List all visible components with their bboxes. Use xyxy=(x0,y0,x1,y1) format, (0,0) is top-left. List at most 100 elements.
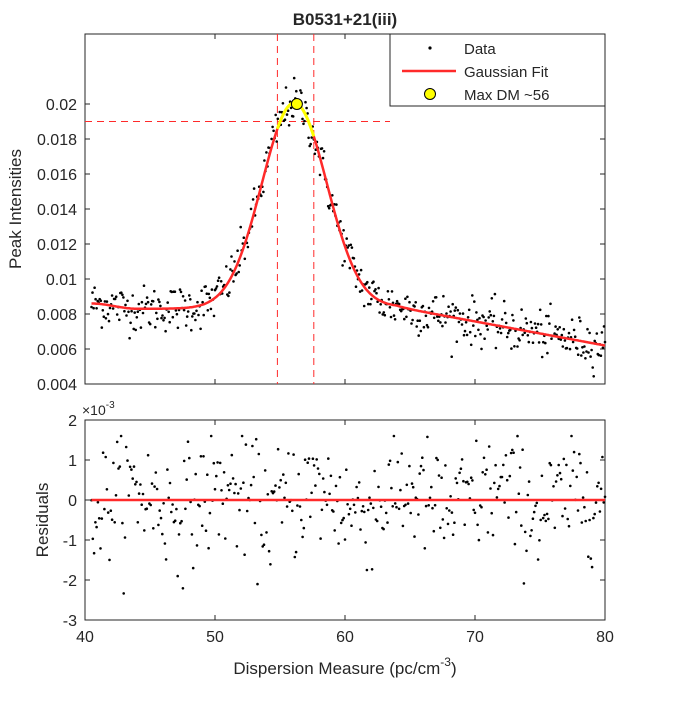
bottom-x-tick-label: 80 xyxy=(596,629,614,646)
data-point xyxy=(225,265,228,268)
data-point xyxy=(210,288,214,291)
residual-point xyxy=(95,525,98,529)
data-point xyxy=(299,89,302,92)
residual-point xyxy=(316,467,320,470)
top-y-axis-label: Peak Intensities xyxy=(6,149,25,269)
top-y-tick-label: 0.016 xyxy=(37,167,77,184)
data-point xyxy=(518,339,521,342)
data-point xyxy=(381,313,385,316)
residual-point xyxy=(561,514,564,518)
data-point xyxy=(490,297,494,300)
data-point xyxy=(498,327,502,330)
residual-point xyxy=(110,518,114,521)
data-point xyxy=(302,122,305,126)
residual-point xyxy=(285,505,289,508)
data-point xyxy=(160,316,163,320)
top-y-ticks: 0.004 0.006 0.008 0.01 0.012 0.014 0.016 0.018 0… xyxy=(37,97,605,394)
data-point xyxy=(369,302,372,306)
residual-point xyxy=(226,484,230,487)
data-point xyxy=(229,268,232,271)
max-dm-marker xyxy=(290,98,303,110)
residual-point xyxy=(350,524,353,527)
residual-point xyxy=(263,469,267,472)
data-point xyxy=(185,315,189,318)
residual-point xyxy=(92,551,96,555)
data-point xyxy=(121,293,124,297)
data-point xyxy=(586,327,589,331)
residual-point xyxy=(184,507,187,511)
residual-point xyxy=(253,521,257,525)
data-point xyxy=(115,313,119,316)
residual-point xyxy=(601,455,604,459)
residual-point xyxy=(240,434,244,438)
data-point xyxy=(272,129,275,133)
top-reference-lines xyxy=(85,34,390,384)
residual-point xyxy=(166,468,169,471)
residual-point xyxy=(489,487,492,490)
residual-point xyxy=(549,463,553,467)
data-point xyxy=(134,328,137,332)
data-point xyxy=(573,335,577,339)
residual-point xyxy=(262,543,266,546)
data-point xyxy=(227,294,230,298)
residual-point xyxy=(505,478,509,482)
data-point xyxy=(281,102,285,105)
residual-point xyxy=(99,547,102,550)
residual-point xyxy=(436,458,440,462)
data-point xyxy=(310,136,314,139)
residual-point xyxy=(363,510,366,514)
data-point xyxy=(525,321,529,325)
data-point xyxy=(439,321,442,324)
data-point xyxy=(232,280,235,283)
residual-point xyxy=(360,509,364,513)
data-point xyxy=(521,333,524,337)
residual-point xyxy=(318,472,321,476)
data-point xyxy=(267,146,270,149)
residual-point xyxy=(585,471,589,474)
residual-point xyxy=(191,566,195,570)
data-point xyxy=(191,315,194,318)
residual-point xyxy=(409,511,413,515)
residual-point xyxy=(346,503,349,506)
residual-point xyxy=(563,507,567,510)
residual-point xyxy=(131,477,134,480)
residual-point xyxy=(229,482,232,486)
residual-point xyxy=(430,485,433,489)
residual-point xyxy=(202,455,205,458)
data-point xyxy=(133,311,136,314)
data-point xyxy=(348,266,352,270)
residual-point xyxy=(280,521,284,524)
residual-point xyxy=(164,558,168,561)
data-point xyxy=(466,316,470,319)
residual-point xyxy=(307,457,311,460)
residual-point xyxy=(150,482,154,485)
data-point xyxy=(287,124,291,127)
data-point xyxy=(331,194,334,197)
residual-point xyxy=(481,471,485,474)
residual-point xyxy=(459,467,463,471)
bottom-y-axis-label: Residuals xyxy=(33,483,52,558)
data-point xyxy=(208,296,212,300)
residual-point xyxy=(500,475,504,479)
data-point xyxy=(404,297,407,301)
residual-point xyxy=(198,504,201,508)
residual-point xyxy=(455,481,459,485)
bottom-plot-area xyxy=(84,419,606,621)
data-point xyxy=(157,298,160,301)
data-point xyxy=(590,348,593,352)
residual-point xyxy=(94,521,97,524)
data-point xyxy=(233,260,236,263)
data-point xyxy=(355,269,359,272)
data-point xyxy=(175,312,179,316)
data-point xyxy=(457,320,461,324)
top-panel: B0531+21(iii) Peak Intensities 0.0040.00… xyxy=(6,10,607,394)
data-point xyxy=(463,329,467,333)
data-point xyxy=(510,347,513,350)
residual-point xyxy=(306,461,310,465)
data-point xyxy=(366,280,369,284)
residual-point xyxy=(562,457,566,461)
data-point xyxy=(122,296,125,299)
residual-point xyxy=(486,531,490,534)
residual-point xyxy=(168,481,172,485)
